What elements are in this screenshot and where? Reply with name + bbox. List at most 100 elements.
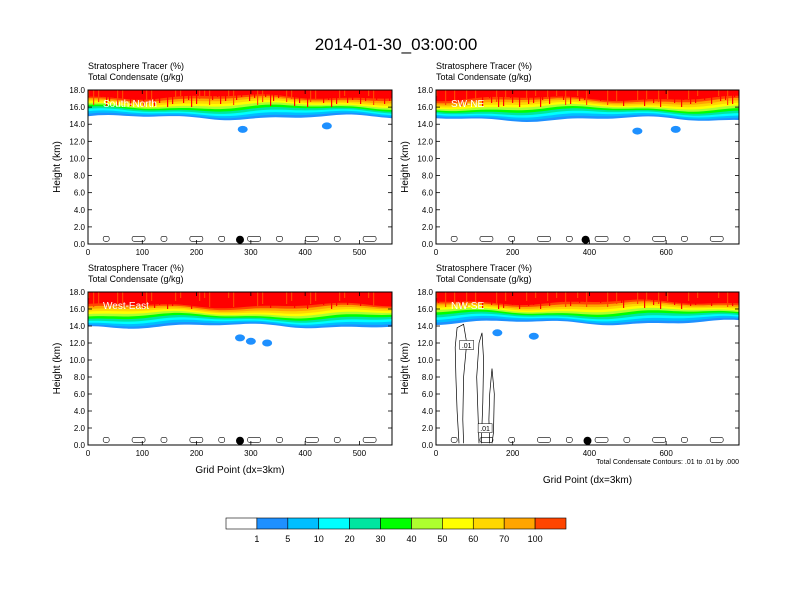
tracer-streak (623, 292, 625, 308)
tracer-streak (556, 90, 558, 96)
x-tick-label: 200 (190, 248, 204, 257)
tracer-streak (254, 90, 256, 98)
tracer-streak (114, 90, 116, 98)
tracer-streak (690, 292, 692, 306)
tracer-streak (727, 90, 729, 105)
tracer-streak (579, 90, 581, 101)
tracer-streak (600, 292, 602, 303)
tracer-streak (646, 90, 648, 99)
tracer-streak (519, 90, 521, 107)
tracer-streak (683, 90, 685, 100)
colorbar-box (287, 517, 320, 530)
location-marker (236, 235, 244, 244)
tracer-streak (233, 90, 235, 105)
x-tick-label: 0 (434, 449, 439, 458)
tracer-streak (614, 90, 616, 97)
plot-area: .01 .01 (436, 292, 739, 445)
tracer-streak (438, 292, 440, 303)
tracer-streak (475, 292, 477, 304)
colorbar-label: 30 (376, 534, 386, 544)
contour-label-box (459, 340, 474, 350)
tracer-streak (278, 292, 280, 300)
tracer-streak (315, 90, 317, 99)
tracer-streak (368, 292, 370, 298)
tracer-streak (225, 90, 227, 101)
tracer-streak (468, 90, 470, 98)
y-tick-label: 14.0 (69, 120, 85, 129)
tracer-streak (667, 90, 669, 99)
tracer-streak (674, 90, 676, 103)
panel-header-tracer: Stratosphere Tracer (%) (436, 61, 532, 71)
plot-area (88, 90, 392, 244)
y-tick-label: 12.0 (417, 137, 433, 146)
tracer-streak (623, 90, 625, 106)
tracer-streak (172, 90, 174, 104)
tracer-streak (577, 90, 579, 96)
tracer-streak (249, 292, 251, 303)
plot-area (88, 292, 392, 445)
x-tick-label: 400 (298, 449, 312, 458)
figure-title: 2014-01-30_03:00:00 (315, 35, 478, 54)
y-tick-label: 2.0 (74, 223, 86, 232)
tracer-streak (547, 292, 549, 301)
tracer-streak (565, 292, 567, 307)
tracer-streak (697, 90, 699, 96)
condensate-contour-surface (537, 437, 551, 443)
tracer-streak (88, 90, 90, 96)
tracer-streak (209, 90, 211, 105)
tracer-streak (614, 292, 616, 299)
tracer-streak (294, 90, 296, 106)
y-tick-label: 16.0 (417, 305, 433, 314)
condensate-contour-surface (537, 236, 551, 242)
tracer-streak (727, 292, 729, 307)
contour-label: .01 (462, 343, 472, 350)
colorbar-label: 60 (468, 534, 478, 544)
tracer-streak (135, 292, 137, 305)
x-tick-label: 0 (86, 449, 91, 458)
tracer-streak (505, 90, 507, 99)
tracer-streak (228, 292, 230, 298)
tracer-streak (563, 292, 565, 302)
tracer-streak (352, 292, 354, 302)
tracer-streak (616, 90, 618, 102)
condensate-contour (454, 323, 468, 444)
tracer-streak (154, 90, 156, 106)
tracer-streak (556, 292, 558, 298)
y-tick-label: 6.0 (422, 189, 434, 198)
tracer-streak (175, 292, 177, 301)
tracer-streak (498, 90, 500, 107)
tracer-streak (151, 292, 153, 301)
tracer-streak (384, 90, 386, 104)
tracer-streak (220, 292, 222, 306)
condensate-contour (476, 332, 484, 444)
panel-sw-ne: Stratosphere Tracer (%)Total Condensate … (400, 61, 740, 257)
tracer-streak (491, 292, 493, 305)
y-tick-label: 12.0 (417, 339, 433, 348)
y-tick-label: 10.0 (69, 154, 85, 163)
tracer-blob (245, 337, 256, 345)
panel-header-condensate: Total Condensate (g/kg) (436, 274, 532, 284)
tracer-streak (533, 90, 535, 103)
tracer-streak (204, 292, 206, 298)
tracer-streak (98, 90, 100, 102)
condensate-contour-surface (565, 236, 573, 242)
tracer-streak (376, 292, 378, 302)
y-tick-label: 14.0 (417, 120, 433, 129)
tracer-streak (718, 292, 720, 298)
y-axis-label: Height (km) (52, 141, 63, 193)
tracer-streak (172, 292, 174, 306)
tracer-streak (228, 90, 230, 96)
tracer-streak (466, 90, 468, 105)
y-axis-label: Height (km) (400, 141, 411, 193)
tracer-streak (572, 292, 574, 299)
tracer-streak (273, 90, 275, 101)
tracer-streak (294, 292, 296, 308)
y-tick-label: 16.0 (69, 103, 85, 112)
tracer-streak (475, 90, 477, 102)
y-tick-label: 2.0 (422, 223, 434, 232)
tracer-streak (130, 90, 132, 106)
plot-frame (87, 291, 393, 446)
tracer-streak (159, 90, 161, 103)
tracer-streak (704, 90, 706, 100)
panel-header-tracer: Stratosphere Tracer (%) (88, 263, 184, 273)
